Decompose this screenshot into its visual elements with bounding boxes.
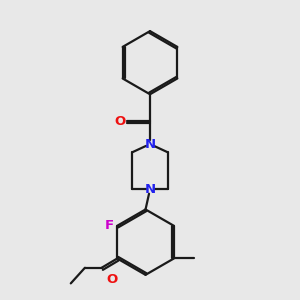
Text: N: N <box>144 138 156 151</box>
Text: N: N <box>144 183 156 196</box>
Text: O: O <box>106 273 118 286</box>
Text: F: F <box>104 219 114 232</box>
Text: O: O <box>115 115 126 128</box>
